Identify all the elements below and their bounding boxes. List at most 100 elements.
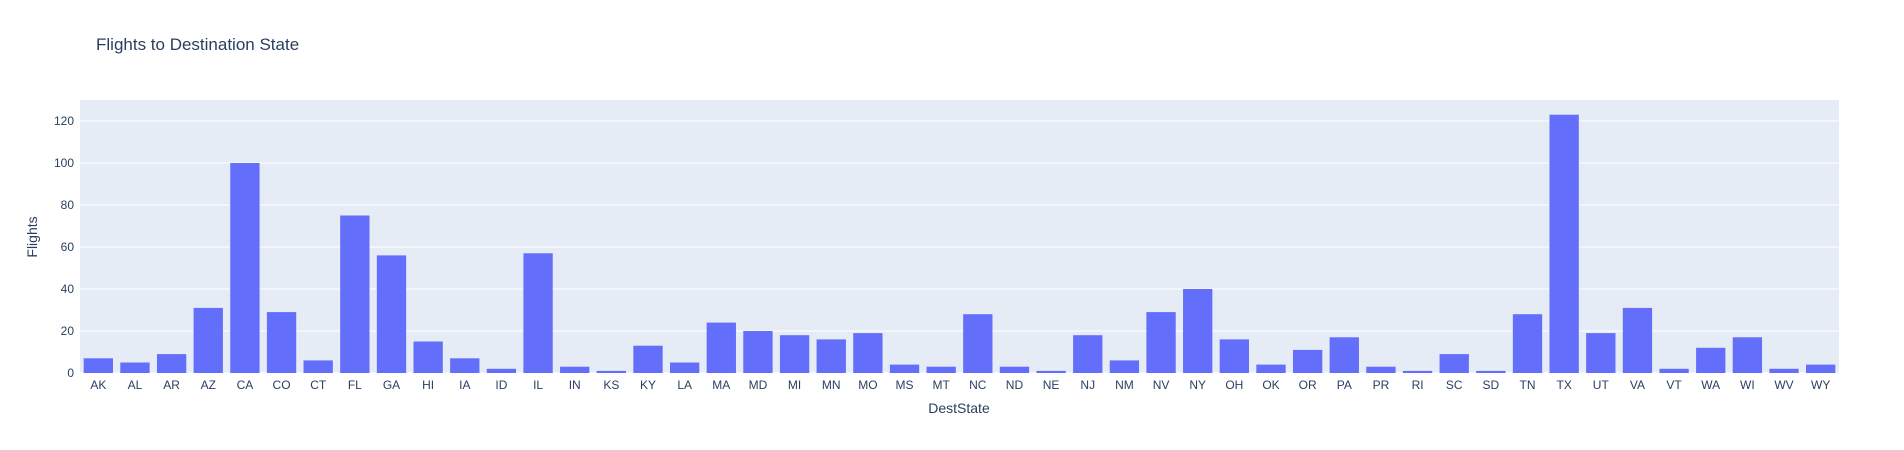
bar-hi	[413, 341, 443, 373]
x-tick-label-az: AZ	[201, 378, 216, 392]
bar-fl	[340, 215, 370, 373]
x-tick-label-ri: RI	[1412, 378, 1424, 392]
x-tick-label-va: VA	[1630, 378, 1645, 392]
x-tick-label-md: MD	[749, 378, 768, 392]
x-tick-label-in: IN	[569, 378, 581, 392]
bar-vt	[1659, 368, 1689, 373]
bar-ny	[1183, 289, 1213, 373]
bar-tx	[1549, 114, 1579, 373]
bar-nd	[999, 366, 1030, 373]
bar-ma	[706, 322, 736, 373]
x-tick-label-il: IL	[533, 378, 543, 392]
bar-wy	[1806, 364, 1836, 373]
bar-ne	[1036, 370, 1066, 373]
bar-ut	[1586, 333, 1616, 373]
bar-nj	[1073, 335, 1103, 373]
y-tick-label: 40	[61, 282, 75, 296]
bar-ct	[303, 360, 333, 373]
bar-mo	[853, 333, 883, 373]
x-tick-label-ky: KY	[640, 378, 656, 392]
bar-ga	[376, 255, 407, 373]
bar-va	[1622, 307, 1653, 373]
bar-ms	[889, 364, 920, 373]
bar-nc	[963, 314, 993, 373]
bar-md	[743, 331, 773, 373]
bar-az	[193, 307, 223, 373]
bar-tn	[1512, 314, 1543, 373]
y-axis-ticks: 0 20 40 60 80 100 120	[54, 114, 74, 380]
bar-oh	[1219, 339, 1250, 373]
x-tick-label-oh: OH	[1225, 378, 1243, 392]
x-tick-label-nv: NV	[1153, 378, 1170, 392]
plot-area	[80, 100, 1839, 373]
bar-il	[523, 253, 553, 373]
x-tick-label-ut: UT	[1593, 378, 1610, 392]
bar-nm	[1109, 360, 1140, 373]
x-tick-label-ct: CT	[310, 378, 327, 392]
bar-co	[266, 312, 297, 373]
x-tick-label-mt: MT	[933, 378, 951, 392]
chart-title: Flights to Destination State	[96, 35, 299, 54]
x-tick-label-sc: SC	[1446, 378, 1463, 392]
bar-ak	[83, 358, 113, 373]
bar-pr	[1366, 366, 1396, 373]
y-axis-title: Flights	[24, 216, 40, 257]
x-tick-label-nm: NM	[1115, 378, 1134, 392]
bar-mn	[816, 339, 846, 373]
x-tick-label-nc: NC	[969, 378, 987, 392]
bar-in	[560, 366, 590, 373]
bar-wv	[1769, 368, 1799, 373]
x-tick-label-pr: PR	[1373, 378, 1390, 392]
x-tick-label-id: ID	[495, 378, 507, 392]
x-tick-label-wi: WI	[1740, 378, 1755, 392]
x-tick-label-fl: FL	[348, 378, 362, 392]
x-tick-label-ma: MA	[712, 378, 730, 392]
bar-ky	[633, 345, 663, 373]
x-tick-label-mi: MI	[788, 378, 801, 392]
x-tick-label-or: OR	[1299, 378, 1317, 392]
x-tick-label-ar: AR	[163, 378, 180, 392]
x-tick-label-tn: TN	[1520, 378, 1536, 392]
x-axis-title: DestState	[928, 400, 990, 416]
x-tick-label-tx: TX	[1556, 378, 1571, 392]
bar-sd	[1476, 370, 1506, 373]
x-tick-label-mo: MO	[858, 378, 877, 392]
x-tick-label-wv: WV	[1774, 378, 1793, 392]
bar-wi	[1732, 337, 1763, 373]
x-tick-label-ne: NE	[1043, 378, 1060, 392]
x-tick-label-hi: HI	[422, 378, 434, 392]
bar-pa	[1329, 337, 1359, 373]
gridlines	[80, 120, 1839, 374]
bar-sc	[1439, 354, 1469, 373]
bar-mt	[926, 366, 956, 373]
bar-ar	[156, 354, 187, 373]
bar-id	[486, 368, 517, 373]
y-tick-label: 20	[61, 324, 75, 338]
x-tick-label-vt: VT	[1666, 378, 1682, 392]
x-tick-label-ia: IA	[459, 378, 470, 392]
x-tick-label-co: CO	[273, 378, 291, 392]
y-tick-label: 60	[61, 240, 75, 254]
x-tick-label-nj: NJ	[1080, 378, 1095, 392]
bar-ks	[596, 370, 627, 373]
bar-ri	[1402, 370, 1433, 373]
bar-la	[669, 362, 700, 373]
y-tick-label: 100	[54, 156, 74, 170]
x-tick-label-ca: CA	[237, 378, 254, 392]
x-tick-label-ok: OK	[1262, 378, 1279, 392]
x-tick-label-nd: ND	[1006, 378, 1024, 392]
x-tick-label-ak: AK	[90, 378, 106, 392]
x-tick-label-pa: PA	[1337, 378, 1352, 392]
bar-ok	[1256, 364, 1286, 373]
y-tick-label: 80	[61, 198, 75, 212]
bar-al	[120, 362, 150, 373]
x-tick-label-sd: SD	[1483, 378, 1500, 392]
y-tick-label: 120	[54, 114, 74, 128]
bar-ca	[230, 163, 260, 373]
y-tick-label: 0	[67, 366, 74, 380]
bar-ia	[450, 358, 480, 373]
x-tick-label-al: AL	[128, 378, 143, 392]
x-tick-label-mn: MN	[822, 378, 841, 392]
bar-nv	[1146, 312, 1176, 373]
